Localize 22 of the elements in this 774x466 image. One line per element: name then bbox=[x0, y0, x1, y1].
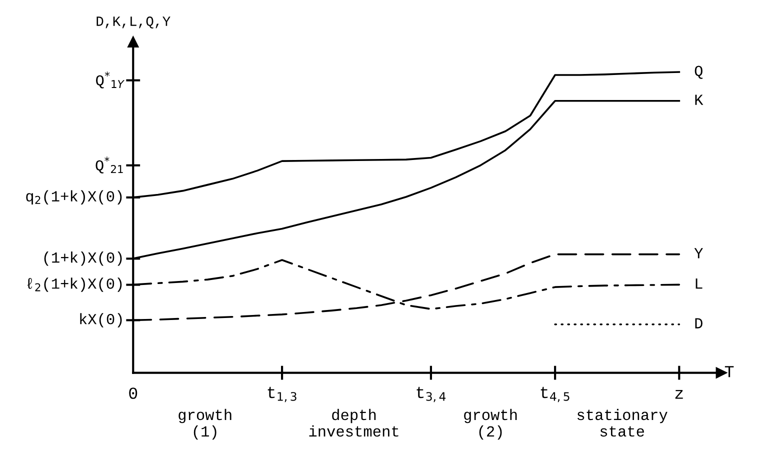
x-tick-label: z bbox=[675, 390, 683, 399]
annotation: ℓ$_{2}$(1+k)X(0) bbox=[27, 278, 122, 292]
x-tick-label: t$_{1,3}$ bbox=[268, 386, 296, 402]
x-tick-label: t$_{4,5}$ bbox=[540, 386, 570, 402]
series-label: Q bbox=[694, 66, 703, 79]
series-label: Y bbox=[694, 248, 703, 258]
text: growth (2) bbox=[464, 408, 517, 440]
text: depth investment bbox=[309, 408, 398, 437]
annotation: kX(0) bbox=[80, 313, 122, 328]
series-label: L bbox=[696, 278, 702, 289]
y-axis-title: D,K,L,Q,Y bbox=[96, 16, 170, 28]
x-tick-label: 0 bbox=[129, 388, 138, 399]
x-axis-title: T bbox=[724, 366, 734, 378]
series-label: K bbox=[695, 94, 704, 105]
annotation: Q$^{*}$$_{1Y}$ bbox=[96, 72, 125, 88]
text: stationary state bbox=[577, 408, 668, 437]
series-label: D bbox=[695, 318, 702, 328]
annotation: Q$^{*}$$_{21}$ bbox=[96, 156, 123, 174]
annotation: q$_{2}$(1+k)X(0) bbox=[26, 190, 122, 205]
x-tick-label: t$_{3,4}$ bbox=[416, 386, 446, 402]
text: growth (1) bbox=[178, 408, 232, 440]
annotation: (1+k)X(0) bbox=[44, 252, 122, 266]
